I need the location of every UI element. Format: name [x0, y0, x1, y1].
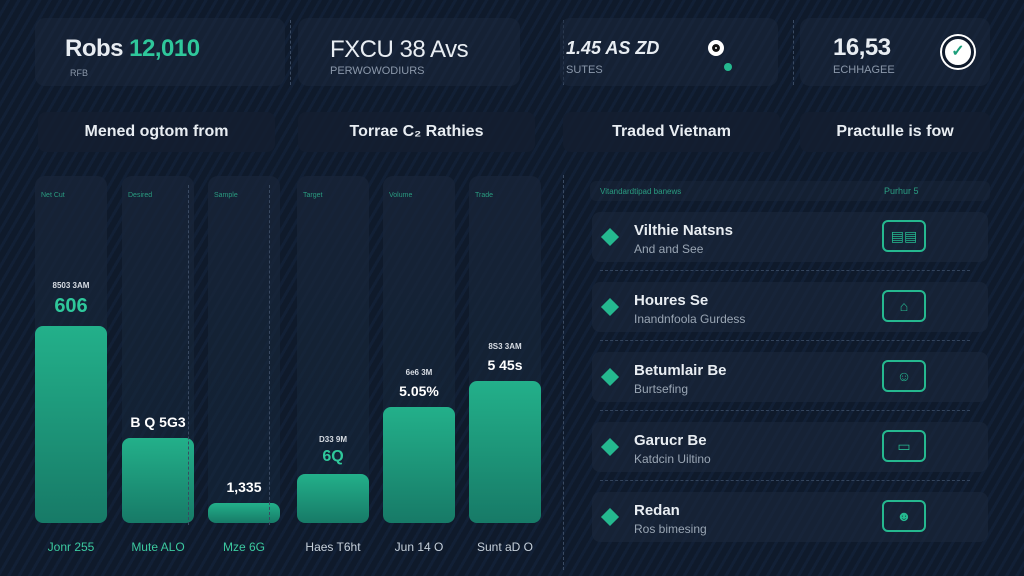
book-icon: ▤▤: [882, 220, 926, 252]
diamond-icon: [600, 507, 620, 527]
divider: [290, 20, 291, 85]
separator: [600, 270, 970, 271]
building-icon: ⌂: [882, 290, 926, 322]
bar-column: Sample 1,335: [208, 176, 280, 523]
diamond-icon: [600, 297, 620, 317]
bar[interactable]: [35, 326, 107, 523]
divider: [188, 185, 189, 525]
item-title: Betumlair Be: [634, 362, 727, 379]
stat-value: 1.45 AS ZD: [566, 38, 660, 58]
x-tick-label: Mute ALO: [131, 540, 185, 554]
list-item[interactable]: Garucr Be Katdcin Uiltino ▭: [592, 422, 988, 472]
bar[interactable]: [469, 381, 541, 523]
sign-icon: ☻: [882, 500, 926, 532]
item-subtitle: And and See: [634, 242, 704, 256]
series-tag: Desired: [128, 192, 153, 199]
stat-card-2: FXCU 38 Avs PERWOWODIURS: [298, 18, 520, 86]
x-tick-label: Jonr 255: [47, 540, 95, 554]
list-item[interactable]: Vilthie Natsns And and See ▤▤: [592, 212, 988, 262]
record-icon: [708, 40, 724, 56]
item-subtitle: Ros bimesing: [634, 522, 707, 536]
x-tick-label: Jun 14 O: [394, 540, 444, 554]
check-icon: ✓: [942, 36, 974, 68]
bar-sub-label: 8S3 3AM: [488, 342, 522, 351]
bar-value-label: 606: [54, 295, 88, 317]
stat-value: 12,010: [129, 35, 200, 62]
tab-2[interactable]: Torrae C₂ Rathies: [298, 112, 535, 152]
bar-sub-label: 6e6 3M: [405, 368, 433, 377]
bar-sub-label: D33 9M: [318, 435, 347, 444]
x-tick-label: Mze 6G: [222, 540, 265, 554]
item-subtitle: Inandnfoola Gurdess: [634, 312, 746, 326]
list-header: Vitandardtipad banews Purhur 5: [590, 181, 990, 201]
monitor-icon: ▭: [882, 430, 926, 462]
separator: [600, 410, 970, 411]
tab-3[interactable]: Traded Vietnam: [563, 112, 780, 152]
bar-value-label: 5.05%: [399, 383, 439, 399]
series-tag: Trade: [475, 192, 494, 199]
bar-column: Net Cut 606 8503 3AM: [35, 176, 107, 523]
bar-value-label: 5 45s: [487, 357, 523, 373]
series-tag: Sample: [214, 192, 238, 199]
bar[interactable]: [297, 474, 369, 523]
bar[interactable]: [208, 503, 280, 523]
divider: [793, 20, 794, 85]
item-title: Houres Se: [634, 292, 709, 309]
diamond-icon: [600, 227, 620, 247]
stat-label: SUTES: [566, 64, 603, 76]
x-tick-label: Sunt aD O: [476, 540, 534, 554]
bar-column: Volume 5.05% 6e6 3M: [383, 176, 455, 523]
bar[interactable]: [383, 407, 455, 523]
stat-label: PERWOWODIURS: [330, 65, 425, 77]
tab-1[interactable]: Mened ogtom from: [38, 112, 275, 152]
bar[interactable]: [122, 438, 194, 523]
bar-column: Target 6Q D33 9M: [297, 176, 369, 523]
item-title: Vilthie Natsns: [634, 222, 733, 239]
list-header-right: Purhur 5: [884, 186, 919, 196]
list-item[interactable]: Redan Ros bimesing ☻: [592, 492, 988, 542]
separator: [600, 340, 970, 341]
separator: [600, 480, 970, 481]
stat-card-1: Robs 12,010 Rfb: [35, 18, 285, 86]
divider: [563, 175, 564, 570]
stat-label: Rfb: [70, 68, 88, 78]
bar-sub-label: 8503 3AM: [52, 281, 90, 290]
series-tag: Target: [303, 192, 323, 199]
stat-card-3: 1.45 AS ZD SUTES: [560, 18, 778, 86]
tab-4[interactable]: Practulle is fow: [800, 112, 990, 152]
divider: [269, 185, 270, 525]
item-title: Garucr Be: [634, 432, 707, 449]
item-title: Redan: [634, 502, 680, 519]
stat-prefix: Robs: [65, 35, 124, 62]
stat-label: ECHHAGEE: [833, 64, 895, 76]
diamond-icon: [600, 437, 620, 457]
bar-column: Trade 5 45s 8S3 3AM: [469, 176, 541, 523]
stat-card-4: 16,53 ECHHAGEE ✓: [800, 18, 990, 86]
stat-value: 16,53: [833, 34, 891, 61]
series-tag: Net Cut: [41, 192, 65, 199]
x-tick-label: Haes T6ht: [305, 540, 361, 554]
diamond-icon: [600, 367, 620, 387]
bar-value-label: 6Q: [322, 448, 344, 465]
badge-icon: ☺: [882, 360, 926, 392]
bar-value-label: B Q 5G3: [130, 414, 186, 430]
status-dot-icon: [724, 63, 732, 71]
stat-value: FXCU 38 Avs: [330, 36, 469, 63]
list-header-left: Vitandardtipad banews: [600, 187, 682, 196]
series-tag: Volume: [389, 192, 413, 199]
bar-column: Desired B Q 5G3: [122, 176, 194, 523]
item-subtitle: Katdcin Uiltino: [634, 452, 711, 466]
bar-value-label: 1,335: [226, 479, 262, 495]
list-item[interactable]: Houres Se Inandnfoola Gurdess ⌂: [592, 282, 988, 332]
list-item[interactable]: Betumlair Be Burtsefing ☺: [592, 352, 988, 402]
item-subtitle: Burtsefing: [634, 382, 689, 396]
